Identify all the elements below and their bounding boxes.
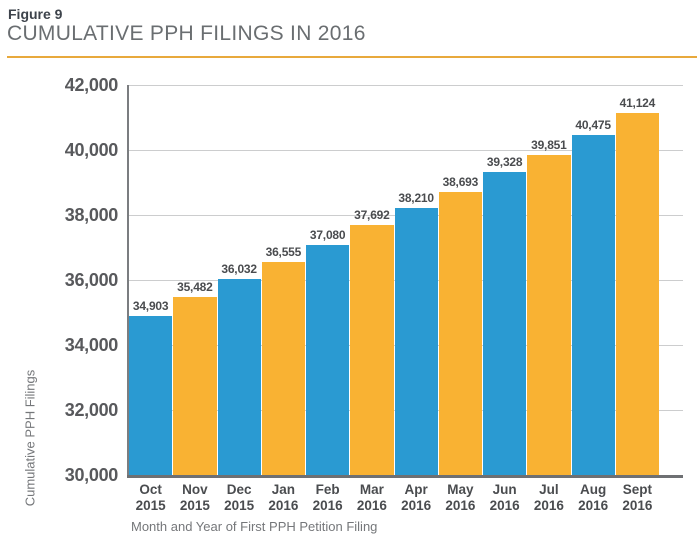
- bar-value-label: 35,482: [177, 279, 213, 294]
- bar-value-label: 34,903: [132, 298, 169, 313]
- bar: [394, 208, 438, 475]
- bar-value-label: 36,032: [221, 261, 257, 276]
- y-tick-label: 30,000: [64, 465, 119, 485]
- bar-value-label: 38,210: [398, 191, 434, 206]
- x-tick-label: May 2016: [445, 482, 476, 513]
- y-tick-label: 42,000: [64, 75, 119, 95]
- x-axis-line: [127, 475, 683, 478]
- gridline: [127, 150, 683, 151]
- x-tick-label: Nov 2015: [179, 482, 210, 513]
- y-tick-label: 38,000: [64, 205, 119, 225]
- bar-column-mar-2016: 37,692: [350, 85, 394, 475]
- x-tick-label: Sept 2016: [622, 482, 653, 513]
- bar: [173, 296, 217, 475]
- bar-column-jul-2016: 39,851: [527, 85, 571, 475]
- bar-column-feb-2016: 37,080: [306, 85, 350, 475]
- y-tick-label: 40,000: [64, 140, 119, 160]
- x-tick-label: Jan 2016: [268, 482, 299, 513]
- bar: [129, 315, 173, 475]
- x-tick-label: Apr 2016: [401, 482, 432, 513]
- y-axis-line: [127, 85, 129, 475]
- bar: [527, 154, 571, 475]
- bar-column-oct-2015: 34,903: [129, 85, 173, 475]
- bar-column-sept-2016: 41,124: [615, 85, 659, 475]
- y-tick-label: 36,000: [64, 270, 119, 290]
- x-tick-label: Aug 2016: [578, 482, 609, 513]
- bar-column-jun-2016: 39,328: [483, 85, 527, 475]
- bar: [306, 244, 350, 475]
- bar-value-label: 39,328: [486, 154, 523, 169]
- x-tick-label: Mar 2016: [356, 482, 387, 513]
- bar-value-label: 36,555: [265, 244, 302, 259]
- bar-value-label: 40,475: [575, 117, 611, 132]
- bar: [217, 278, 261, 475]
- x-axis-title: Month and Year of First PPH Petition Fil…: [131, 519, 378, 534]
- bar: [350, 225, 394, 475]
- x-tick-label: Jul 2016: [533, 482, 564, 513]
- bar: [483, 171, 527, 475]
- x-tick-labels: Oct 2015 Nov 2015 Dec 2015 Jan 2016 Feb 2016 Mar 20…: [129, 482, 659, 514]
- bar-value-label: 39,851: [531, 137, 567, 152]
- bar-column-jan-2016: 36,555: [261, 85, 305, 475]
- bar-value-label: 37,080: [309, 227, 346, 242]
- bar-value-label: 38,693: [442, 175, 479, 190]
- figure-label: Figure 9: [8, 6, 63, 22]
- chart-title: CUMULATIVE PPH FILINGS IN 2016: [7, 22, 366, 45]
- bar-value-label: 41,124: [619, 96, 656, 111]
- x-tick-label: Jun 2016: [489, 482, 520, 513]
- bars: 34,903 35,482 36,032 36,555 37,080 37,692 38,2…: [129, 85, 659, 475]
- title-accent-rule: [7, 56, 697, 58]
- bar-column-apr-2016: 38,210: [394, 85, 438, 475]
- y-tick-label: 32,000: [64, 400, 119, 420]
- x-tick-label: Feb 2016: [312, 482, 343, 513]
- bar-column-nov-2015: 35,482: [173, 85, 217, 475]
- bar-value-label: 37,692: [354, 208, 390, 223]
- bar: [615, 113, 659, 475]
- gridline: [127, 85, 683, 86]
- y-tick-label: 34,000: [64, 335, 119, 355]
- bar: [571, 134, 615, 475]
- bar-column-may-2016: 38,693: [438, 85, 482, 475]
- x-tick-label: Oct 2015: [135, 482, 166, 513]
- bar-column-dec-2015: 36,032: [217, 85, 261, 475]
- bar: [438, 192, 482, 475]
- bar-column-aug-2016: 40,475: [571, 85, 615, 475]
- x-tick-label: Dec 2015: [224, 482, 255, 513]
- bar: [261, 261, 305, 475]
